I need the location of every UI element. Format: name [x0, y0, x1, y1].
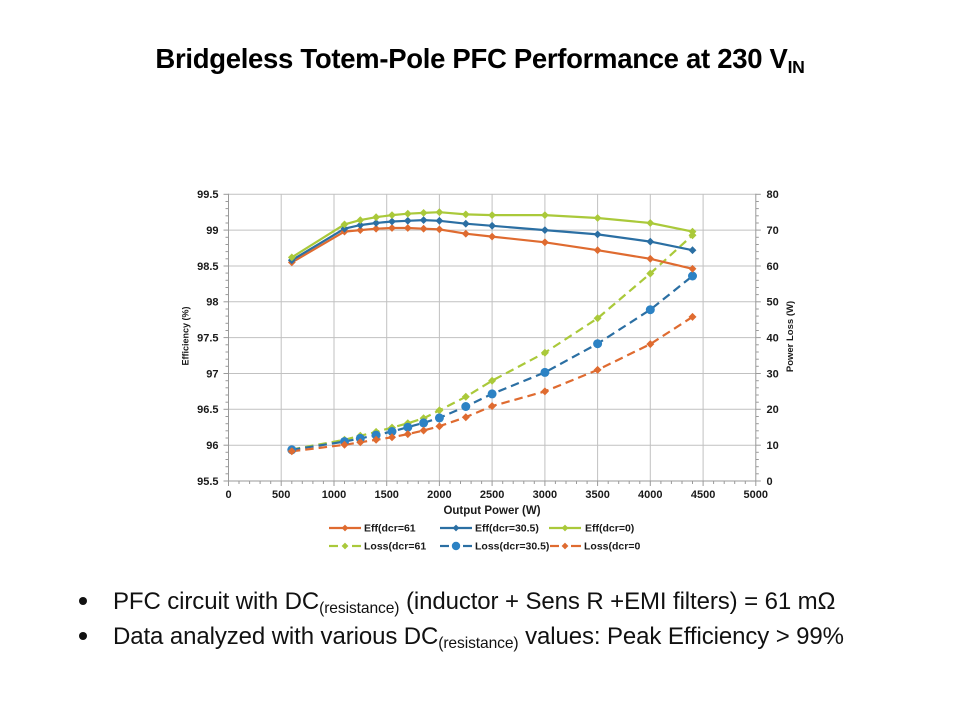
svg-text:96: 96	[206, 440, 218, 452]
svg-text:3500: 3500	[585, 489, 609, 501]
svg-text:60: 60	[767, 261, 779, 273]
svg-text:0: 0	[767, 476, 773, 488]
svg-text:98: 98	[206, 297, 218, 309]
svg-text:Loss(dcr=0: Loss(dcr=0	[584, 541, 640, 553]
svg-text:20: 20	[767, 404, 779, 416]
svg-text:95.5: 95.5	[197, 476, 218, 488]
svg-text:Eff(dcr=0): Eff(dcr=0)	[585, 523, 634, 535]
svg-text:2000: 2000	[427, 489, 451, 501]
svg-text:1500: 1500	[374, 489, 398, 501]
svg-text:5000: 5000	[744, 489, 768, 501]
svg-text:4000: 4000	[638, 489, 662, 501]
svg-text:30: 30	[767, 368, 779, 380]
svg-text:3000: 3000	[533, 489, 557, 501]
svg-text:80: 80	[767, 189, 779, 201]
svg-text:2500: 2500	[480, 489, 504, 501]
svg-text:50: 50	[767, 297, 779, 309]
svg-text:4500: 4500	[691, 489, 715, 501]
svg-text:Loss(dcr=30.5): Loss(dcr=30.5)	[475, 541, 549, 553]
svg-text:40: 40	[767, 332, 779, 344]
svg-text:1000: 1000	[322, 489, 346, 501]
svg-text:97.5: 97.5	[197, 332, 218, 344]
svg-text:99.5: 99.5	[197, 189, 218, 201]
svg-text:Efficiency (%): Efficiency (%)	[181, 306, 191, 365]
svg-text:Eff(dcr=61: Eff(dcr=61	[364, 523, 416, 535]
svg-text:98.5: 98.5	[197, 261, 218, 273]
svg-text:Power Loss (W): Power Loss (W)	[785, 301, 796, 372]
svg-text:96.5: 96.5	[197, 404, 218, 416]
svg-text:97: 97	[206, 368, 218, 380]
svg-text:500: 500	[272, 489, 290, 501]
svg-text:10: 10	[767, 440, 779, 452]
svg-text:Eff(dcr=30.5): Eff(dcr=30.5)	[475, 523, 539, 535]
svg-text:Output Power (W): Output Power (W)	[443, 505, 540, 517]
svg-text:Loss(dcr=61: Loss(dcr=61	[364, 541, 426, 553]
svg-text:99: 99	[206, 225, 218, 237]
svg-text:0: 0	[225, 489, 231, 501]
svg-text:70: 70	[767, 225, 779, 237]
